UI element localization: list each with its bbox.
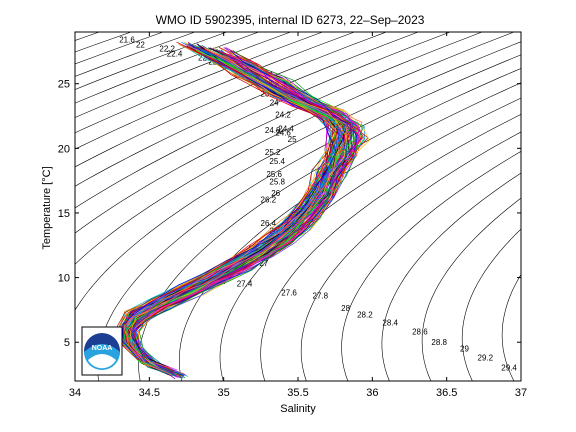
isopycnal-label: 27: [259, 259, 268, 268]
x-axis: 34 34.5 35 35.5 36 36.5 37: [69, 32, 527, 399]
isopycnal-line: [421, 197, 521, 381]
isopycnal-label: 27.6: [281, 289, 297, 298]
isopycnal-label: 22.4: [167, 50, 183, 59]
x-tick-label: 35: [218, 387, 230, 399]
isopycnal-label: 24.4: [278, 125, 294, 134]
isopycnal-label: 24.2: [275, 110, 291, 119]
isopycnal-line: [75, 32, 420, 187]
profile-line: [133, 50, 358, 377]
isopycnal-label: 28.6: [412, 328, 428, 337]
isopycnal-line: [300, 131, 521, 381]
isopycnal-label: 25: [288, 135, 297, 144]
y-tick-label: 20: [58, 143, 70, 155]
isopycnal-line: [542, 6, 576, 420]
isopycnal-line: [75, 32, 292, 118]
isopycnal-label: 29.2: [478, 353, 494, 362]
isopycnal-line: [75, 32, 196, 77]
profile-line: [133, 50, 361, 377]
profile-line: [130, 47, 352, 374]
profile-line: [122, 43, 337, 369]
isopycnal-line: [461, 228, 521, 381]
isopycnal-line: [75, 32, 483, 234]
isopycnal-line: [178, 82, 521, 381]
y-axis-label: Temperature [°C]: [41, 166, 53, 249]
isopycnal-label: 29: [460, 344, 469, 353]
isopycnal-label: 25.6: [266, 170, 282, 179]
isopycnal-label: 26.4: [261, 219, 277, 228]
isopycnal-label: 24: [270, 99, 279, 108]
isopycnal-label: 22: [136, 41, 145, 50]
isopycnal-line: [75, 32, 451, 209]
isopycnal-label: 25.8: [269, 178, 285, 187]
isopycnal-label: 28: [341, 304, 350, 313]
isopycnal-line: [341, 151, 521, 381]
profile-line: [131, 50, 358, 377]
isopycnal-label: 28.2: [357, 311, 373, 320]
profile-line: [133, 49, 355, 378]
x-tick-label: 36.5: [436, 387, 457, 399]
isopycnal-label: 26: [271, 189, 280, 198]
isopycnal-label: 22.2: [159, 44, 175, 53]
profile-line: [131, 49, 363, 376]
profile-lines: [117, 41, 370, 380]
isopycnal-label: 27.4: [237, 280, 253, 289]
isopycnal-line: [75, 41, 521, 311]
profile-line: [138, 50, 370, 377]
profile-line: [129, 48, 362, 377]
isopycnal-label: 28.4: [382, 318, 398, 327]
isopycnal-line: [219, 97, 521, 381]
profile-line: [137, 49, 369, 377]
x-axis-label: Salinity: [280, 403, 316, 415]
profile-line: [125, 42, 329, 368]
y-axis: 5 10 15 20 25: [58, 79, 521, 349]
isopycnal-label: 28.8: [431, 338, 447, 347]
chart-title: WMO ID 5902395, internal ID 6273, 22–Sep…: [156, 13, 425, 27]
profile-line: [131, 48, 363, 375]
isopycnal-label: 26.2: [261, 196, 277, 205]
isopycnal-line: [381, 172, 521, 381]
isopycnal-line: [75, 32, 228, 90]
x-tick-label: 34.5: [139, 387, 160, 399]
isopycnal-label: 27.8: [313, 291, 329, 300]
x-tick-label: 35.5: [287, 387, 308, 399]
isopycnal-label: 21.6: [119, 35, 135, 44]
x-tick-label: 37: [515, 387, 527, 399]
profile-line: [122, 41, 338, 370]
isopycnal-label: 25.2: [265, 148, 281, 157]
profile-line: [131, 47, 363, 377]
profile-line: [123, 48, 348, 375]
isopycnal-line: [260, 114, 521, 381]
y-tick-label: 5: [64, 337, 70, 349]
isopycnal-label: 29.4: [501, 364, 517, 373]
x-tick-label: 34: [69, 387, 81, 399]
isopycnal-label: 24.8: [265, 126, 281, 135]
noaa-logo-icon: NOAA: [81, 326, 123, 376]
profile-line: [126, 52, 361, 379]
profile-line: [129, 51, 364, 377]
isopycnal-line: [0, 6, 18, 420]
isopycnal-line: [501, 273, 521, 381]
x-tick-label: 36: [366, 387, 378, 399]
isopycnal-line: [75, 32, 260, 104]
profile-line: [131, 49, 364, 375]
isopycnal-line: [75, 32, 515, 265]
profile-line: [130, 47, 357, 374]
y-tick-label: 10: [58, 273, 70, 285]
profile-line: [126, 46, 362, 376]
y-tick-label: 25: [58, 79, 70, 91]
profile-line: [129, 50, 360, 379]
isopycnal-line: [97, 54, 521, 381]
noaa-logo-text: NOAA: [92, 345, 113, 352]
isopycnal-label: 25.4: [269, 157, 285, 166]
profile-line: [130, 49, 365, 380]
y-tick-label: 15: [58, 208, 70, 220]
profile-line: [129, 50, 362, 378]
isopycnal-label: 24.6: [275, 128, 291, 137]
isopycnal-line: [75, 32, 324, 134]
